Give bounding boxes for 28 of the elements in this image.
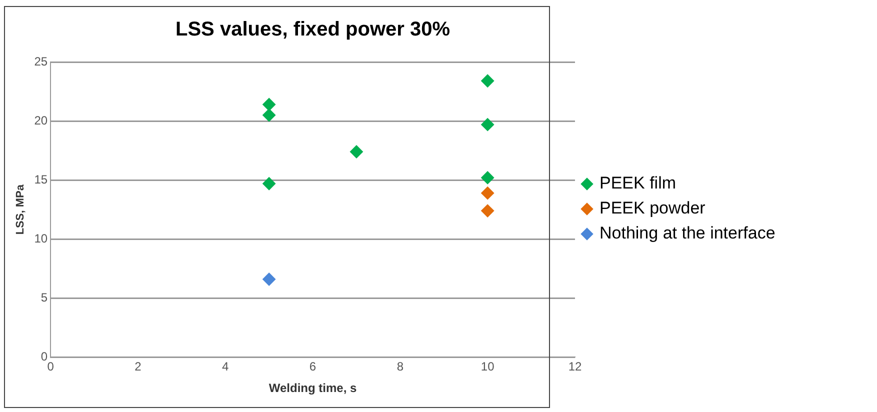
point — [262, 98, 276, 112]
point — [481, 118, 494, 132]
point — [262, 108, 276, 122]
y-tick-label: 15 — [34, 172, 48, 186]
x-tick-label: 6 — [309, 360, 316, 374]
y-tick-label: 20 — [34, 113, 48, 128]
y-tick-label: 0 — [40, 350, 48, 364]
legend-label: Nothing at the interface — [600, 224, 776, 243]
point — [481, 186, 494, 200]
x-tick-label: 10 — [480, 360, 495, 374]
point — [262, 272, 276, 286]
x-axis-title: Welding time, s — [268, 381, 357, 396]
x-tick-label: 8 — [396, 360, 404, 374]
point — [481, 74, 494, 88]
legend-label: PEEK powder — [600, 198, 706, 218]
point — [350, 145, 363, 158]
y-tick-label: 10 — [34, 231, 48, 246]
y-tick-label: 25 — [34, 54, 48, 68]
legend-label: PEEK film — [600, 174, 676, 193]
x-tick-label: 4 — [222, 360, 230, 374]
y-axis-title: LSS, MPa — [14, 184, 27, 235]
chart-title: LSS values, fixed power 30% — [175, 18, 450, 41]
x-tick-label: 2 — [134, 360, 142, 374]
y-tick-label: 5 — [40, 290, 48, 304]
point — [481, 171, 494, 184]
point — [481, 204, 494, 218]
x-tick-label: 12 — [568, 360, 582, 374]
point — [262, 177, 276, 190]
